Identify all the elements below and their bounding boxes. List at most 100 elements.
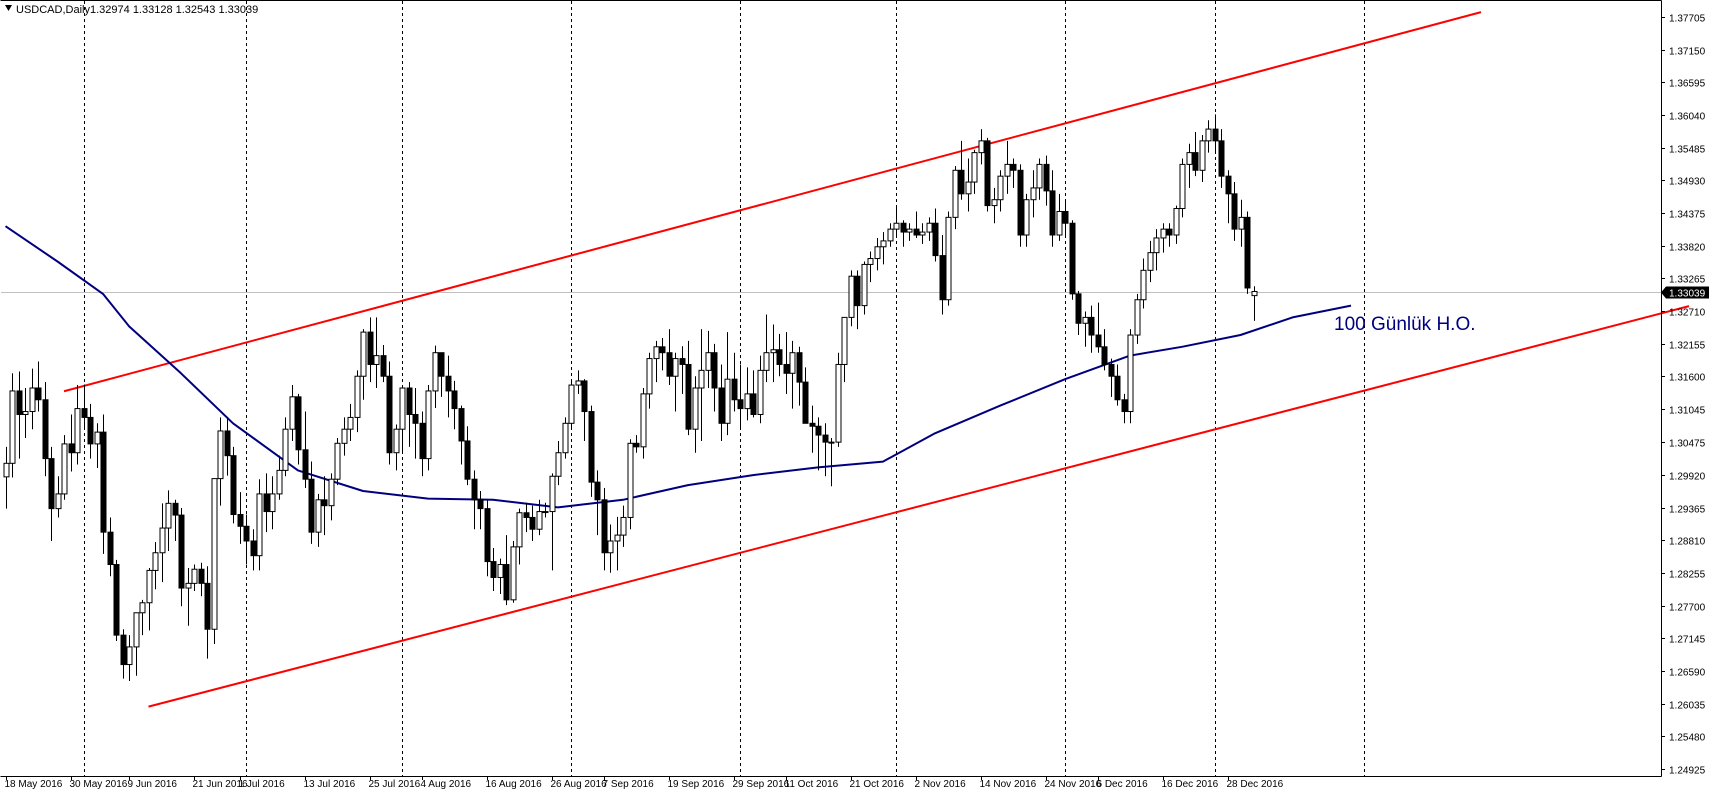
x-tick-label: 16 Dec 2016 (1162, 779, 1219, 790)
candle (503, 535, 510, 606)
candle (360, 329, 367, 400)
candle (81, 384, 88, 430)
y-tick-label: 1.28810 (1669, 537, 1706, 548)
candle (776, 333, 783, 377)
candle-body (887, 228, 894, 242)
candle-body (107, 531, 114, 566)
candle-body (893, 222, 900, 230)
candle-body (796, 352, 803, 383)
candle-body (464, 440, 471, 480)
candle-body (289, 396, 296, 430)
candle-body (22, 411, 29, 415)
candle-body (549, 475, 556, 513)
candle (1225, 170, 1232, 224)
candle (529, 505, 536, 541)
candle (802, 367, 809, 424)
candle-body (1062, 210, 1069, 224)
candle (1069, 220, 1076, 300)
candle-body (510, 546, 517, 601)
candle (55, 476, 62, 518)
candle (152, 542, 159, 590)
x-tick-label: 14 Nov 2016 (980, 779, 1037, 790)
candle (919, 223, 926, 244)
candle-body (588, 411, 595, 483)
candle-body (380, 355, 387, 377)
y-axis: 1.37705 1.37150 1.36595 1.36040 1.35485 1.349… (1661, 14, 1706, 777)
candle (458, 405, 465, 465)
y-tick-label: 1.27700 (1669, 603, 1706, 614)
candle (581, 379, 588, 441)
candle (477, 490, 484, 530)
candle-body (230, 455, 237, 516)
candle-body (133, 612, 140, 648)
candle (627, 439, 634, 530)
candle (815, 417, 822, 471)
candle-body (1205, 128, 1212, 142)
candle (913, 211, 920, 238)
candle-body (1192, 152, 1199, 171)
candle (107, 517, 114, 577)
candle (302, 411, 309, 489)
candle-body (341, 428, 348, 444)
y-tick-label: 1.37705 (1669, 14, 1706, 25)
candle (1049, 170, 1056, 247)
candle (770, 324, 777, 383)
candle-body (958, 169, 965, 195)
candle (575, 370, 582, 394)
chart-header: USDCAD,Daily 1.32974 1.33128 1.32543 1.3… (5, 4, 258, 16)
candle (276, 455, 283, 500)
candle (347, 403, 354, 441)
candle-body (1082, 316, 1089, 324)
candle (711, 343, 718, 412)
candle-body (94, 431, 101, 445)
candle-body (997, 175, 1004, 201)
candle-body (705, 352, 712, 371)
candle (828, 438, 835, 487)
candle-body (152, 552, 159, 571)
candle-body (1134, 299, 1141, 336)
candle-body (646, 358, 653, 395)
candle (854, 270, 861, 330)
y-tick-label: 1.29920 (1669, 472, 1706, 483)
candle-body (529, 516, 536, 530)
candle (510, 540, 517, 603)
candle-body (399, 387, 406, 430)
candle (230, 446, 237, 524)
candle-body (783, 363, 790, 374)
candle (1244, 211, 1251, 294)
candles (3, 114, 1258, 682)
candle (997, 170, 1004, 212)
candle-body (575, 380, 582, 386)
candle-body (822, 434, 829, 443)
candle (516, 508, 523, 565)
candle (61, 435, 68, 500)
candle (640, 387, 647, 459)
candle (3, 446, 10, 509)
candle (822, 423, 829, 477)
candle-body (542, 511, 549, 514)
candle (523, 502, 530, 533)
candle-body (458, 408, 465, 442)
candle (159, 503, 166, 583)
candle-body (536, 511, 543, 530)
candle-body (484, 508, 491, 563)
candle-body (861, 263, 868, 307)
candle-body (477, 499, 484, 510)
x-tick-label: 21 Oct 2016 (850, 779, 905, 790)
x-tick-label: 7 Sep 2016 (603, 779, 655, 790)
candle-body (523, 512, 530, 518)
candle (809, 405, 816, 453)
y-tick-label: 1.36040 (1669, 112, 1706, 123)
candle-body (1160, 228, 1167, 239)
candle-body (438, 352, 445, 377)
candle-body (9, 390, 16, 464)
candle (718, 364, 725, 441)
candle (1173, 205, 1180, 244)
candle (328, 473, 335, 521)
candle-body (815, 425, 822, 436)
candle (594, 470, 601, 536)
ohlc-values: 1.32974 1.33128 1.32543 1.33039 (90, 4, 258, 16)
candle (991, 187, 998, 224)
y-tick-label: 1.27145 (1669, 635, 1706, 646)
